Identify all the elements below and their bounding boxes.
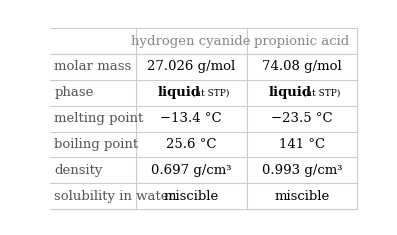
Text: liquid: liquid	[157, 86, 200, 99]
Text: molar mass: molar mass	[54, 60, 131, 74]
Text: solubility in water: solubility in water	[54, 190, 175, 203]
Text: propionic acid: propionic acid	[254, 35, 349, 48]
Text: miscible: miscible	[274, 190, 330, 203]
Text: 0.993 g/cm³: 0.993 g/cm³	[262, 164, 342, 177]
Text: miscible: miscible	[164, 190, 219, 203]
Text: −23.5 °C: −23.5 °C	[271, 112, 333, 125]
Text: liquid: liquid	[268, 86, 311, 99]
Text: boiling point: boiling point	[54, 138, 139, 151]
Text: (at STP): (at STP)	[193, 88, 230, 97]
Text: phase: phase	[54, 86, 94, 99]
Text: 25.6 °C: 25.6 °C	[166, 138, 216, 151]
Text: 0.697 g/cm³: 0.697 g/cm³	[151, 164, 231, 177]
Text: density: density	[54, 164, 102, 177]
Text: (at STP): (at STP)	[303, 88, 341, 97]
Text: 141 °C: 141 °C	[279, 138, 325, 151]
Text: hydrogen cyanide: hydrogen cyanide	[131, 35, 251, 48]
Text: −13.4 °C: −13.4 °C	[160, 112, 222, 125]
Text: melting point: melting point	[54, 112, 143, 125]
Text: 74.08 g/mol: 74.08 g/mol	[262, 60, 342, 74]
Text: 27.026 g/mol: 27.026 g/mol	[147, 60, 235, 74]
